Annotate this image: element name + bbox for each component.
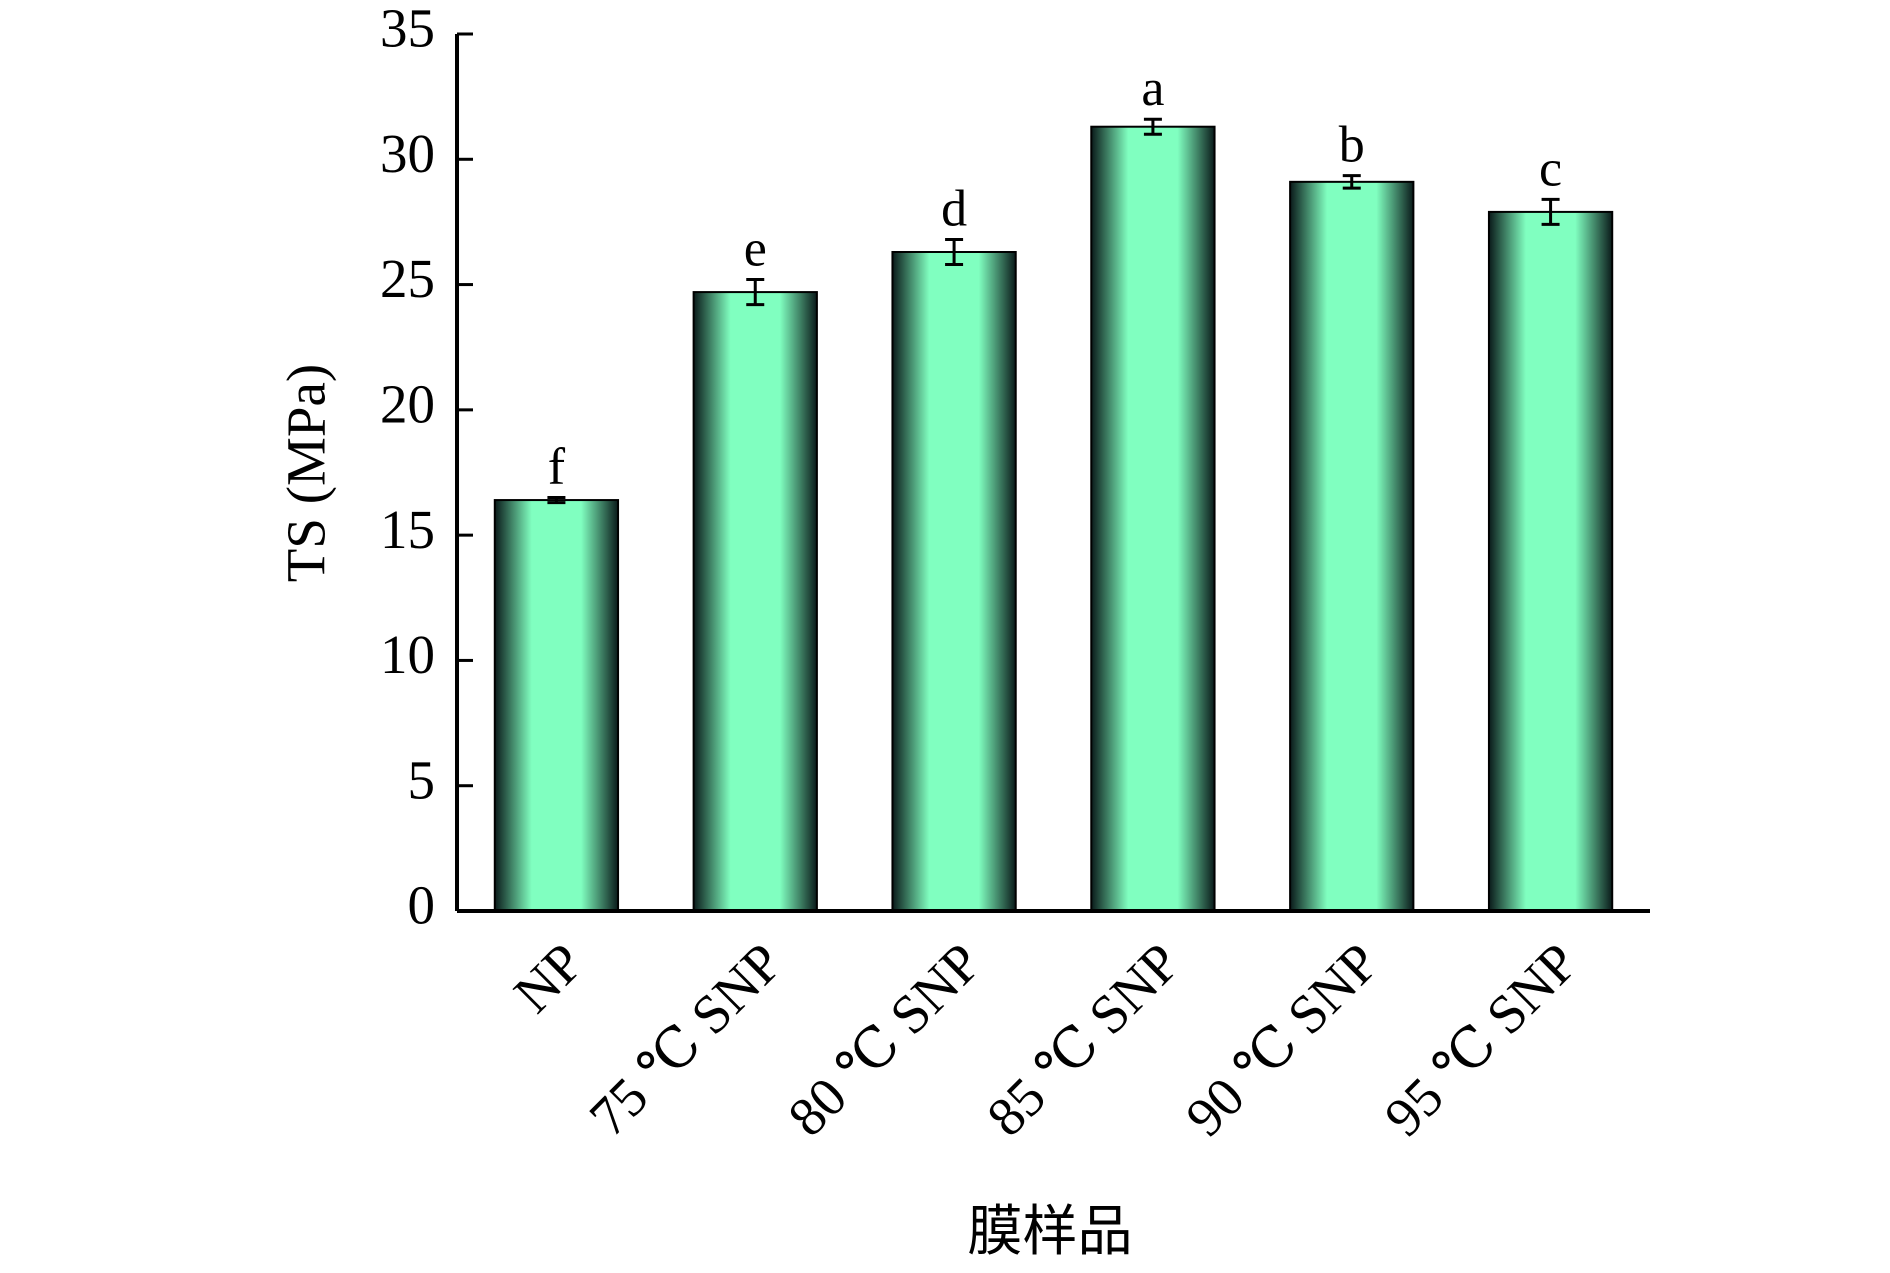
y-axis-label: TS (MPa) <box>276 364 337 582</box>
x-tick-label: NP <box>502 931 595 1024</box>
bar <box>692 291 818 912</box>
bar <box>493 499 620 912</box>
x-tick-label: 85 ℃ SNP <box>975 931 1191 1147</box>
significance-letter: d <box>941 180 967 237</box>
y-tick-label: 10 <box>380 624 435 685</box>
bar <box>891 250 1017 913</box>
x-tick-label: 95 ℃ SNP <box>1373 931 1589 1147</box>
x-tick-label: 75 ℃ SNP <box>577 931 793 1147</box>
significance-letter: e <box>744 221 767 278</box>
y-tick-label: 5 <box>408 749 436 810</box>
bar <box>1289 180 1415 912</box>
y-tick-label: 0 <box>408 875 436 936</box>
y-tick-label: 20 <box>380 373 435 434</box>
bar <box>1090 125 1216 912</box>
significance-letter: a <box>1141 60 1164 117</box>
x-tick-label: 80 ℃ SNP <box>776 931 992 1147</box>
significance-letter: b <box>1339 117 1365 174</box>
x-tick-label: 90 ℃ SNP <box>1174 931 1390 1147</box>
y-tick-label: 25 <box>380 248 435 309</box>
bar <box>1487 210 1614 913</box>
significance-letter: c <box>1539 140 1562 197</box>
significance-letter: f <box>548 439 566 496</box>
x-axis-label: 膜样品 <box>967 1201 1132 1262</box>
y-tick-label: 35 <box>380 0 435 59</box>
y-tick-label: 15 <box>380 499 435 560</box>
y-tick-label: 30 <box>380 123 435 184</box>
